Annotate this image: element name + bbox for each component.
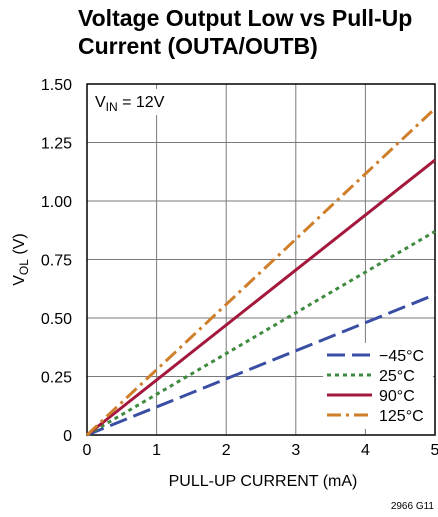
legend-label: 125°C <box>379 408 424 425</box>
legend-label: 25°C <box>379 368 415 385</box>
chart-title-line-1: Voltage Output Low vs Pull-Up <box>78 5 413 31</box>
series-lines <box>85 107 437 437</box>
series-line <box>86 230 436 437</box>
x-tick-label: 4 <box>361 442 370 459</box>
x-tick-label: 3 <box>291 442 300 459</box>
y-tick-label: 0 <box>63 428 72 445</box>
x-tick-label: 0 <box>83 442 92 459</box>
annot-sub: IN <box>106 100 118 114</box>
ylabel-unit: (V) <box>11 233 28 259</box>
legend-background <box>323 343 433 429</box>
series-line <box>85 107 437 437</box>
ylabel-main: V <box>11 275 28 286</box>
tick-labels: 0 0.25 0.50 0.75 1.00 1.25 1.50 0 1 2 3 4 5 <box>41 77 438 459</box>
annot-main: V <box>95 94 106 111</box>
x-axis-label: PULL-UP CURRENT (mA) <box>169 473 358 490</box>
y-axis-label: VOL (V) <box>11 233 31 285</box>
y-tick-label: 1.50 <box>41 77 72 94</box>
y-tick-label: 1.00 <box>41 194 72 211</box>
series-line <box>86 158 436 437</box>
y-tick-label: 0.25 <box>41 370 72 387</box>
legend-label: −45°C <box>379 348 424 365</box>
x-tick-label: 1 <box>152 442 161 459</box>
chart-title-line-2: Current (OUTA/OUTB) <box>78 33 318 59</box>
legend: −45°C 25°C 90°C 125°C <box>327 348 424 425</box>
x-tick-label: 2 <box>222 442 231 459</box>
vin-annotation: VIN = 12V <box>95 94 165 114</box>
legend-label: 90°C <box>379 388 415 405</box>
annot-rest: = 12V <box>118 94 165 111</box>
figure-code: 2966 G11 <box>391 501 435 512</box>
annotation-background <box>90 89 174 115</box>
ylabel-sub: OL <box>17 259 31 275</box>
chart-title: Voltage Output Low vs Pull-Up Current (O… <box>78 4 412 60</box>
series-line <box>86 293 436 437</box>
y-tick-label: 0.50 <box>41 311 72 328</box>
plot-frame <box>86 83 436 436</box>
x-tick-label: 5 <box>431 442 438 459</box>
y-tick-label: 0.75 <box>41 253 72 270</box>
y-tick-label: 1.25 <box>41 136 72 153</box>
